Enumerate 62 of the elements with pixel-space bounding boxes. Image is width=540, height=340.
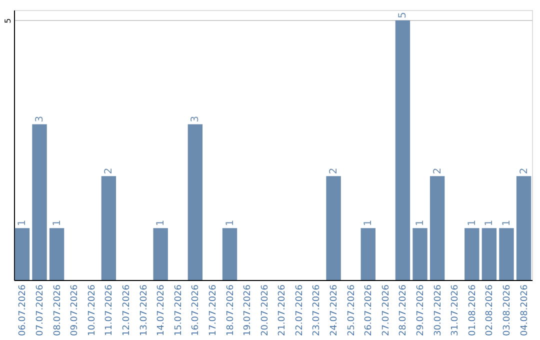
x-tick-label: 14.07.2026 [156,284,167,336]
x-tick-label: 08.07.2026 [52,284,63,336]
data-label: 2 [328,168,340,174]
data-label: 1 [484,220,496,226]
bar [395,20,410,280]
bar [430,176,445,280]
bar [516,176,532,280]
bar [464,228,480,280]
x-tick-label: 23.07.2026 [312,284,322,336]
data-label: 1 [224,220,236,226]
x-tick-label: 28.07.2026 [398,284,409,336]
x-tick-label: 31.07.2026 [450,284,461,336]
data-label: 1 [363,220,374,226]
x-tick-label: 11.07.2026 [104,284,115,336]
x-tick-label: 17.07.2026 [208,284,218,336]
bar [222,228,238,280]
x-tick-label: 30.07.2026 [433,284,444,336]
bar [153,228,168,280]
x-tick-label: 12.07.2026 [122,284,132,336]
x-tick-label: 26.07.2026 [364,284,374,336]
bar [49,228,64,280]
data-label: 1 [466,220,478,226]
bar [32,124,47,280]
x-tick-label: 22.07.2026 [294,284,305,336]
x-tick-label: 18.07.2026 [226,284,236,336]
x-tick-label: 09.07.2026 [70,284,80,336]
x-tick-label: 25.07.2026 [346,284,357,336]
x-tick-label: 19.07.2026 [243,284,254,336]
data-label: 1 [52,220,63,226]
bar [14,228,30,280]
bar [188,124,203,280]
x-tick-label: 01.08.2026 [468,284,478,336]
x-tick-label: 13.07.2026 [139,284,150,336]
data-label: 5 [398,12,409,18]
data-label: 1 [415,220,426,226]
x-tick-label: 20.07.2026 [260,284,270,336]
data-label: 1 [156,220,167,226]
x-tick-label: 24.07.2026 [330,284,340,336]
bar [101,176,116,280]
bar [326,176,341,280]
data-label: 2 [432,168,444,174]
x-tick-label: 21.07.2026 [278,284,288,336]
data-label: 2 [518,168,530,174]
x-tick-label: 03.08.2026 [502,284,512,336]
data-label: 3 [34,116,46,122]
data-label: 3 [190,116,202,122]
x-tick-label: 04.08.2026 [520,284,530,336]
x-tick-label: 16.07.2026 [191,284,202,336]
bar [360,228,376,280]
x-tick-label: 06.07.2026 [18,284,28,336]
x-tick-label: 27.07.2026 [381,284,392,336]
x-tick-label: 07.07.2026 [36,284,46,336]
x-tick-label: 15.07.2026 [174,284,184,336]
data-label: 2 [104,168,115,174]
data-label: 1 [17,220,28,226]
bar [499,228,514,280]
bar [482,228,497,280]
x-tick-label: 10.07.2026 [87,284,98,336]
bar [412,228,428,280]
data-label: 1 [501,220,512,226]
x-tick-label: 02.08.2026 [485,284,496,336]
x-tick-label: 29.07.2026 [416,284,426,336]
